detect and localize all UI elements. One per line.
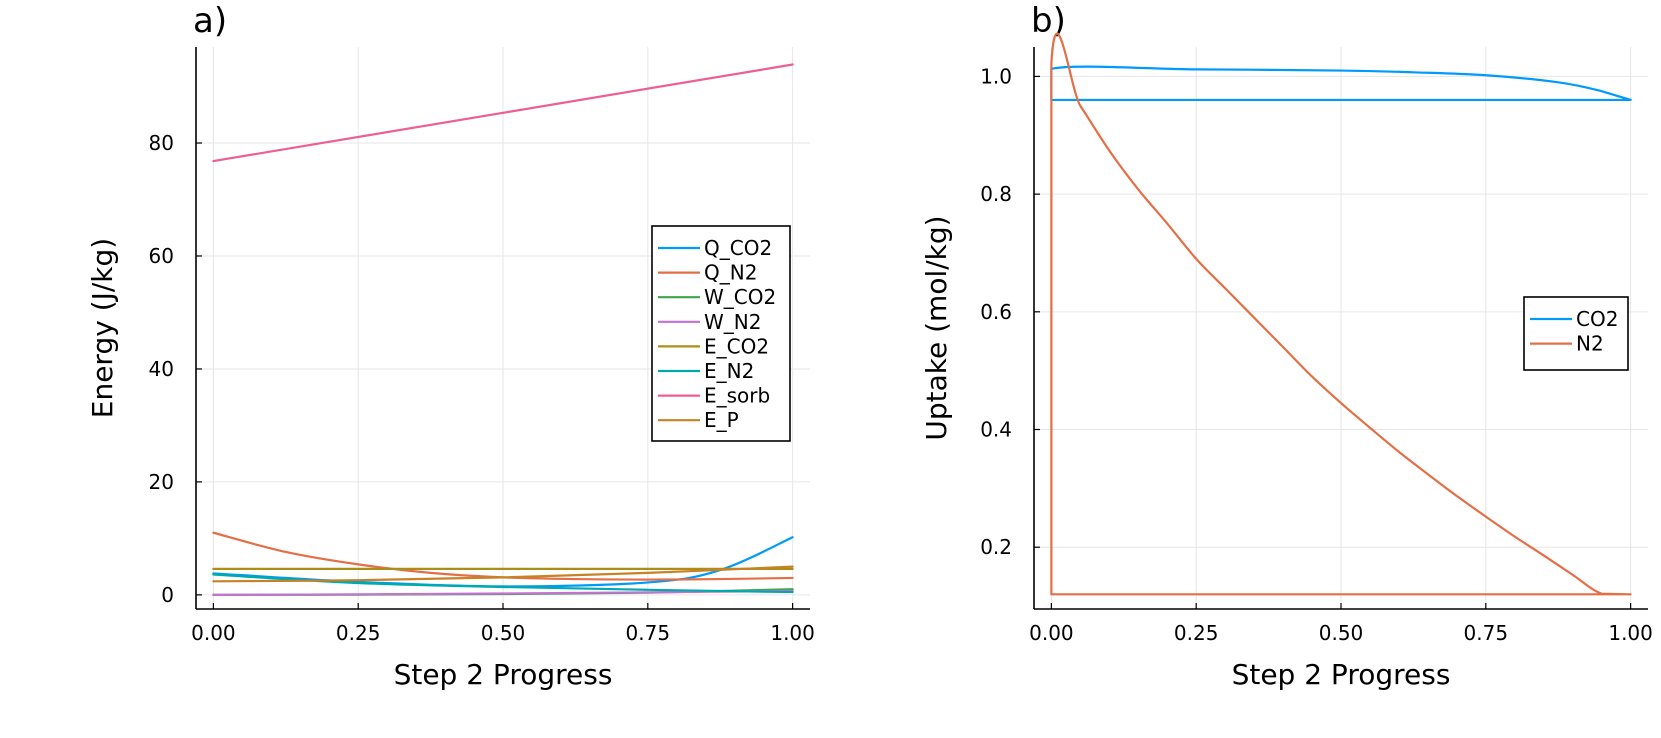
y-tick-label: 0.4 <box>980 418 1012 442</box>
y-tick-label: 20 <box>149 470 174 494</box>
chart-title: b) <box>1031 1 1066 41</box>
legend-label: E_N2 <box>704 359 754 383</box>
legend-box <box>1523 296 1629 371</box>
x-axis-label: Step 2 Progress <box>1232 658 1451 691</box>
x-tick-label: 0.25 <box>1174 621 1219 645</box>
series-line-co2 <box>1050 65 1632 102</box>
legend-label: W_CO2 <box>704 285 776 309</box>
legend-label: CO2 <box>1576 307 1618 331</box>
y-tick-label: 0 <box>161 583 174 607</box>
y-tick-label: 0.8 <box>980 182 1012 206</box>
x-tick-label: 0.00 <box>1029 621 1074 645</box>
legend-box <box>651 225 791 442</box>
legend-label: E_P <box>704 408 739 432</box>
chart-title: a) <box>193 1 227 41</box>
x-tick-label: 0.50 <box>481 621 526 645</box>
x-tick-label: 1.00 <box>1608 621 1653 645</box>
legend-label: E_CO2 <box>704 334 769 358</box>
chart-panel-b: 0.00 0.25 0.50 0.75 1.00 0.2 0.4 0.6 0.8 1.0 Step … <box>920 1 1653 691</box>
x-tick-label: 1.00 <box>770 621 815 645</box>
legend-label: Q_N2 <box>704 261 757 285</box>
legend-label: E_sorb <box>704 384 770 408</box>
x-tick-label: 0.25 <box>336 621 381 645</box>
series-line-e-sorb <box>212 63 794 163</box>
y-axis-label: Energy (J/kg) <box>86 238 119 418</box>
series-line-w-n2 <box>212 589 794 596</box>
y-axis-label: Uptake (mol/kg) <box>920 215 953 440</box>
y-tick-label: 40 <box>149 357 174 381</box>
y-tick-label: 0.2 <box>980 535 1012 559</box>
x-tick-label: 0.75 <box>1464 621 1509 645</box>
legend-label: W_N2 <box>704 310 761 334</box>
x-tick-label: 0.75 <box>626 621 671 645</box>
series-line-e-p <box>212 565 794 583</box>
legend-label: N2 <box>1576 332 1604 356</box>
x-axis-label: Step 2 Progress <box>394 658 613 691</box>
chart-panel-a: 0.00 0.25 0.50 0.75 1.00 0 20 40 60 80 Step 2 Prog… <box>86 1 815 691</box>
y-tick-label: 0.6 <box>980 300 1012 324</box>
y-tick-label: 1.0 <box>980 64 1012 88</box>
x-tick-label: 0.00 <box>191 621 236 645</box>
legend-label: Q_CO2 <box>704 236 772 260</box>
series-line-n2 <box>1050 32 1632 596</box>
x-tick-label: 0.50 <box>1319 621 1364 645</box>
y-tick-label: 80 <box>149 131 174 155</box>
y-tick-label: 60 <box>149 244 174 268</box>
